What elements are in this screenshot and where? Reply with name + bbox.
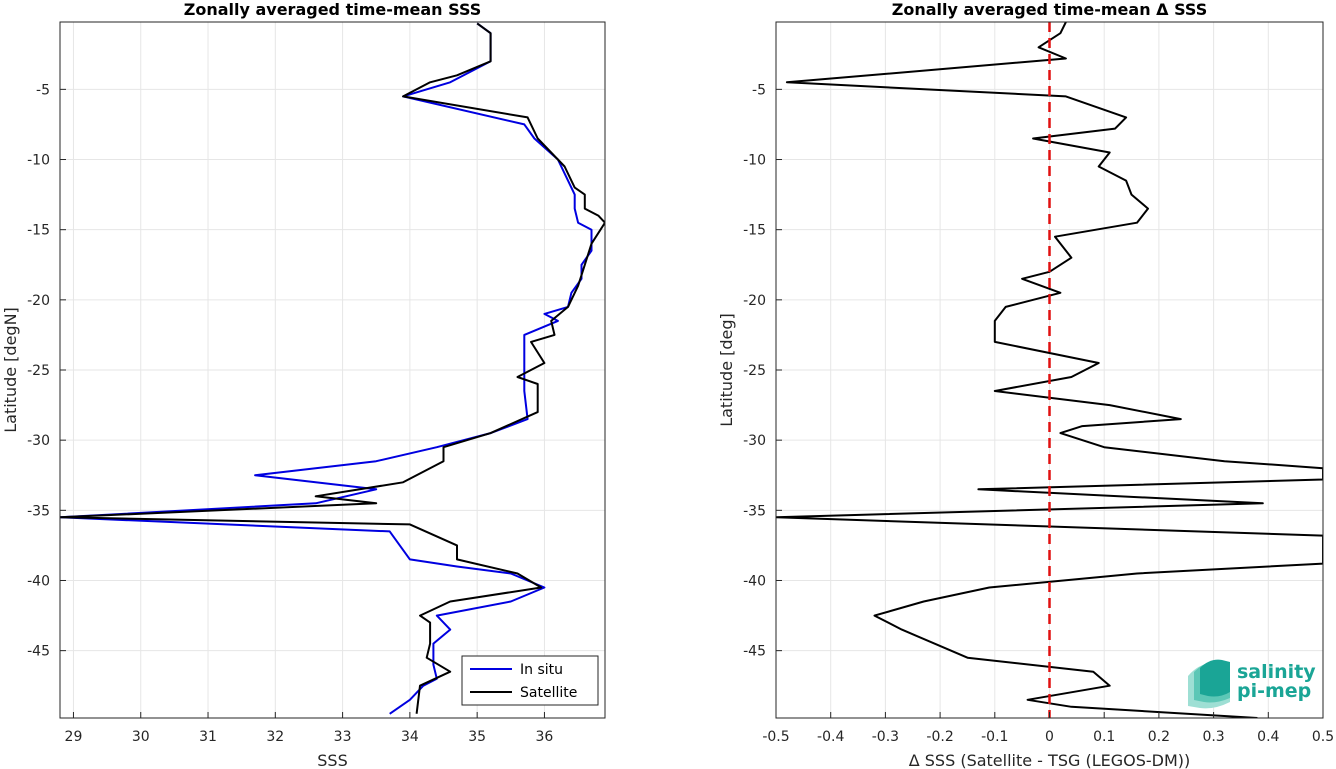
delta-sss-y-tick-label: -10 bbox=[743, 153, 766, 169]
sss-x-axis-label: SSS bbox=[317, 751, 347, 769]
legend-label-satellite: Satellite bbox=[520, 685, 577, 701]
delta-sss-panel: -0.5 -0.4 -0.3 -0.2 -0.1 0 0.1 0.2 0.3 0.4 0.5 -5 -1… bbox=[717, 0, 1334, 769]
sss-x-tick-label: 31 bbox=[199, 729, 217, 745]
logo-wave-icon bbox=[1188, 659, 1230, 709]
sss-x-tick-label: 36 bbox=[536, 729, 554, 745]
delta-sss-y-tick-label: -15 bbox=[743, 223, 766, 239]
sss-y-tick-label: -45 bbox=[27, 644, 50, 660]
delta-sss-y-tick-label: -20 bbox=[743, 293, 766, 309]
delta-sss-x-tick-label: -0.3 bbox=[872, 729, 899, 745]
sss-y-tick-label: -5 bbox=[36, 82, 50, 98]
sss-series-in-situ-line bbox=[60, 22, 593, 715]
delta-sss-x-tick-label: -0.2 bbox=[926, 729, 953, 745]
logo-text-salinity: salinity bbox=[1237, 661, 1316, 683]
delta-sss-y-tick-label: -40 bbox=[743, 573, 766, 589]
sss-x-tick-label: 33 bbox=[334, 729, 352, 745]
sss-ticks: 29 30 31 32 33 34 35 36 -5 -10 -15 -20 -25 -30 -35 -40 -… bbox=[27, 82, 553, 745]
delta-sss-x-tick-label: 0.1 bbox=[1093, 729, 1115, 745]
sss-panel: 29 30 31 32 33 34 35 36 -5 -10 -15 -20 -25 -30 -35 -40 -… bbox=[1, 0, 606, 769]
delta-sss-x-tick-label: 0.5 bbox=[1312, 729, 1334, 745]
sss-x-tick-label: 34 bbox=[401, 729, 419, 745]
sss-title: Zonally averaged time-mean SSS bbox=[184, 0, 482, 19]
sss-series-group bbox=[60, 22, 605, 715]
delta-sss-x-tick-label: -0.1 bbox=[981, 729, 1008, 745]
sss-x-tick-label: 30 bbox=[132, 729, 150, 745]
delta-sss-x-tick-label: 0.3 bbox=[1202, 729, 1224, 745]
delta-sss-title: Zonally averaged time-mean Δ SSS bbox=[892, 0, 1208, 19]
delta-sss-y-tick-label: -25 bbox=[743, 363, 766, 379]
legend-label-in-situ: In situ bbox=[520, 662, 563, 678]
delta-sss-y-axis-label: Latitude [deg] bbox=[717, 313, 736, 427]
delta-sss-y-tick-label: -45 bbox=[743, 644, 766, 660]
sss-series-satellite-line bbox=[60, 22, 605, 714]
sss-x-tick-label: 35 bbox=[468, 729, 486, 745]
delta-sss-x-axis-label: Δ SSS (Satellite - TSG (LEGOS-DM)) bbox=[909, 751, 1191, 769]
delta-sss-x-tick-label: 0.2 bbox=[1148, 729, 1170, 745]
sss-y-tick-label: -25 bbox=[27, 363, 50, 379]
sss-y-tick-label: -40 bbox=[27, 573, 50, 589]
delta-sss-y-tick-label: -30 bbox=[743, 433, 766, 449]
delta-sss-x-tick-label: -0.4 bbox=[817, 729, 844, 745]
sss-y-axis-label: Latitude [degN] bbox=[1, 307, 20, 433]
delta-sss-x-tick-label: 0.4 bbox=[1257, 729, 1279, 745]
sss-y-tick-label: -15 bbox=[27, 223, 50, 239]
sss-y-tick-label: -30 bbox=[27, 433, 50, 449]
delta-sss-y-tick-label: -35 bbox=[743, 503, 766, 519]
sss-y-tick-label: -35 bbox=[27, 503, 50, 519]
delta-sss-ticks: -0.5 -0.4 -0.3 -0.2 -0.1 0 0.1 0.2 0.3 0.4 0.5 -5 -1… bbox=[743, 82, 1334, 745]
logo-text-pi-mep: pi-mep bbox=[1237, 680, 1311, 702]
delta-sss-series-delta-line bbox=[776, 22, 1323, 718]
sss-y-tick-label: -20 bbox=[27, 293, 50, 309]
delta-sss-series-group bbox=[776, 22, 1323, 718]
sss-grid bbox=[60, 22, 605, 718]
sss-legend: In situ Satellite bbox=[461, 655, 599, 706]
sss-x-tick-label: 29 bbox=[65, 729, 83, 745]
delta-sss-x-tick-label: 0 bbox=[1045, 729, 1054, 745]
delta-sss-y-tick-label: -5 bbox=[752, 82, 766, 98]
salinity-pi-mep-logo: salinity pi-mep bbox=[1188, 659, 1316, 709]
sss-y-tick-label: -10 bbox=[27, 153, 50, 169]
legend-box bbox=[461, 655, 599, 706]
delta-sss-x-tick-label: -0.5 bbox=[762, 729, 789, 745]
sss-x-tick-label: 32 bbox=[266, 729, 284, 745]
